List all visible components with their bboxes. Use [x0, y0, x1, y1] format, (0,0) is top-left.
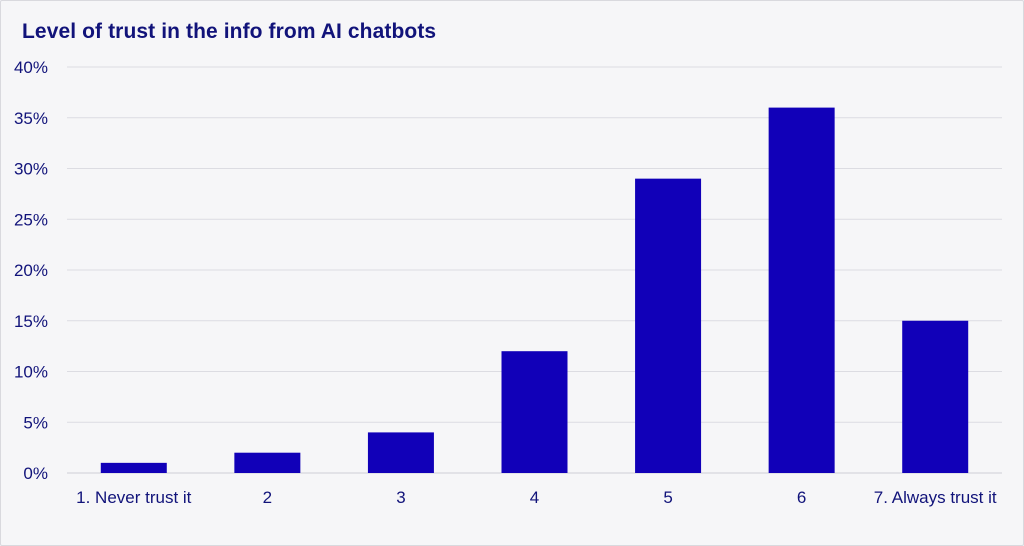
- bar-7: [902, 320, 969, 473]
- x-tick-label: 4: [530, 488, 539, 507]
- y-tick-label: 40%: [14, 58, 48, 77]
- x-tick-label: 6: [797, 488, 806, 507]
- x-tick-label: 5: [663, 488, 672, 507]
- y-tick-label: 25%: [14, 210, 48, 229]
- y-tick-label: 0%: [23, 464, 48, 483]
- bar-1: [100, 462, 167, 473]
- bar-3: [367, 432, 434, 473]
- y-tick-label: 35%: [14, 109, 48, 128]
- x-tick-label: 2: [263, 488, 272, 507]
- x-tick-label: 3: [396, 488, 405, 507]
- x-axis: 1. Never trust it 2 3 4 5 6 7. Always trust it: [76, 488, 997, 507]
- x-tick-label: 1. Never trust it: [76, 488, 192, 507]
- y-tick-label: 10%: [14, 363, 48, 382]
- bar-4: [501, 351, 568, 473]
- bars: [100, 107, 969, 473]
- y-tick-label: 5%: [23, 413, 48, 432]
- bar-6: [768, 107, 835, 473]
- y-tick-label: 30%: [14, 160, 48, 179]
- bar-5: [635, 178, 702, 473]
- x-tick-label: 7. Always trust it: [874, 488, 997, 507]
- bar-2: [234, 452, 301, 473]
- y-tick-label: 20%: [14, 261, 48, 280]
- y-axis: 0% 5% 10% 15% 20% 25% 30% 35% 40%: [14, 58, 48, 483]
- y-tick-label: 15%: [14, 312, 48, 331]
- chart-title: Level of trust in the info from AI chatb…: [22, 20, 437, 43]
